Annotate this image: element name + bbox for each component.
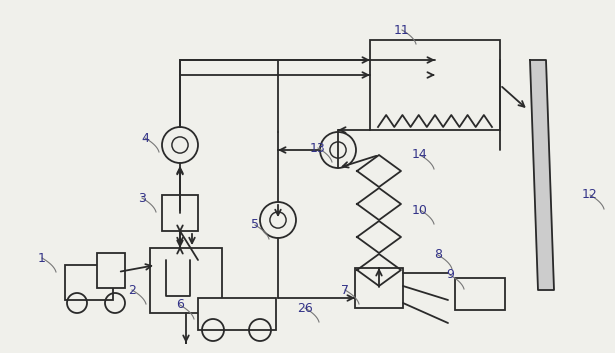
Text: 9: 9	[446, 269, 454, 281]
Text: 13: 13	[310, 142, 326, 155]
Bar	[150, 248, 222, 313]
Text: 26: 26	[297, 301, 313, 315]
Text: 11: 11	[394, 24, 410, 36]
Polygon shape	[530, 60, 554, 290]
Text: 3: 3	[138, 191, 146, 204]
Text: 1: 1	[38, 251, 46, 264]
Text: 4: 4	[141, 132, 149, 144]
Bar	[198, 298, 276, 330]
Bar	[162, 195, 198, 231]
Text: 14: 14	[412, 149, 428, 162]
Text: 5: 5	[251, 219, 259, 232]
Text: 2: 2	[128, 283, 136, 297]
Text: 6: 6	[176, 299, 184, 311]
FancyBboxPatch shape	[65, 265, 113, 300]
Bar	[455, 278, 505, 310]
Text: 10: 10	[412, 203, 428, 216]
Text: 8: 8	[434, 249, 442, 262]
Text: 12: 12	[582, 189, 598, 202]
Bar	[355, 268, 403, 308]
Text: 7: 7	[341, 283, 349, 297]
FancyBboxPatch shape	[97, 253, 125, 288]
Bar	[370, 40, 500, 130]
